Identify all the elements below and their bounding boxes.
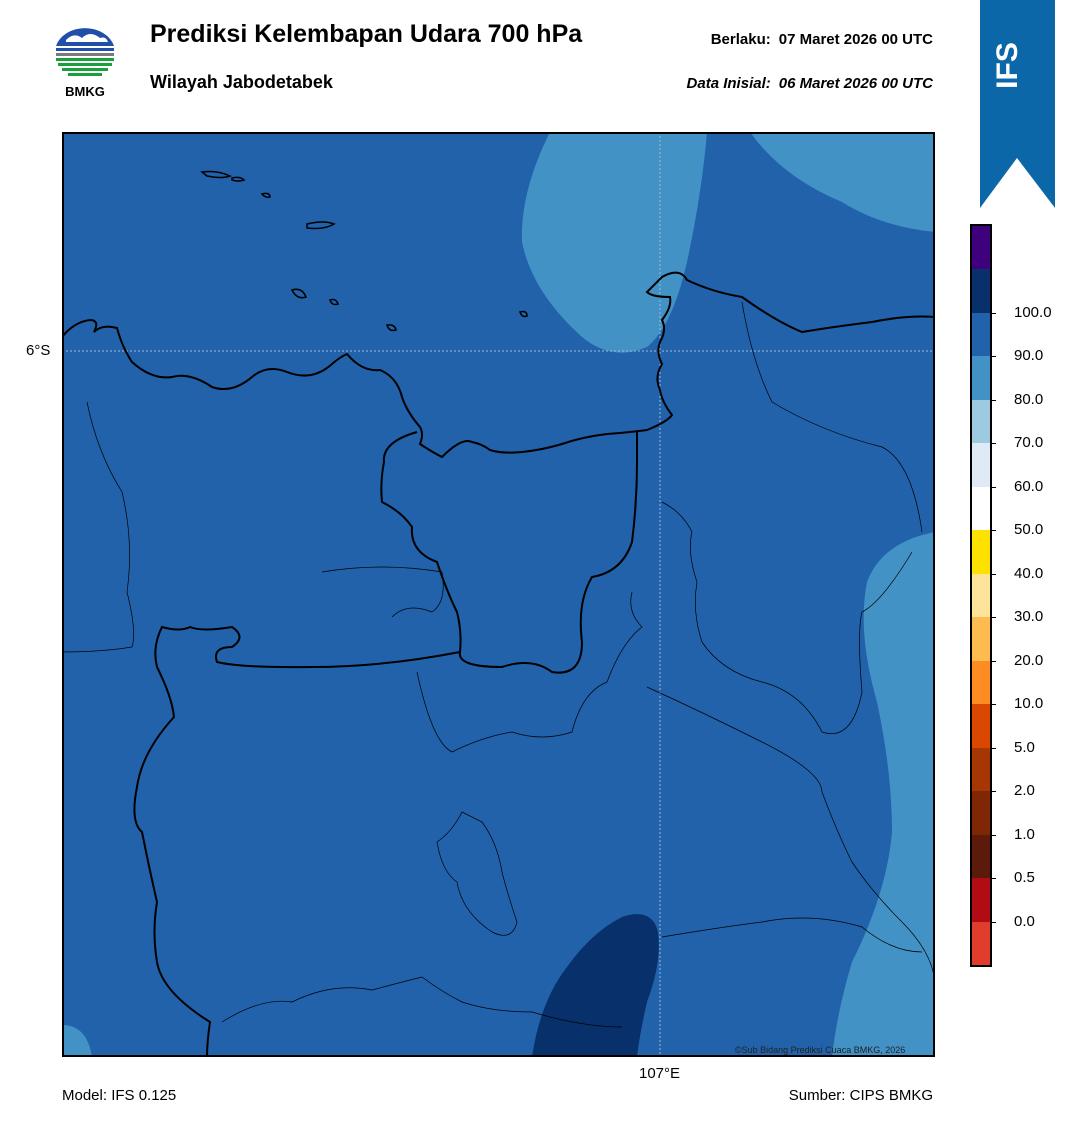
humidity-90-100-area [532,914,659,1057]
map-canvas [62,132,935,1057]
colorbar-tick-label: 60.0 [1014,477,1044,495]
colorbar-tick [990,834,996,836]
colorbar-tick-label: 80.0 [1014,390,1044,408]
colorbar-tick-label: 0.0 [1014,912,1035,930]
colorbar-segment [972,660,990,705]
valid-time-label: Berlaku: [710,31,771,48]
island [329,298,339,306]
ifs-ribbon: IFS [980,0,1055,210]
bmkg-logo-icon [56,28,114,76]
colorbar-segment [972,399,990,444]
colorbar-segment [972,312,990,357]
ribbon-shape [980,0,1055,208]
colorbar-tick [990,747,996,749]
coastline [62,271,935,459]
colorbar-segment [972,878,990,923]
model-info: Model: IFS 0.125 [62,1087,177,1104]
island [231,176,246,182]
colorbar-frame [970,224,992,967]
colorbar-segment [972,443,990,488]
colorbar-tick-label: 5.0 [1014,738,1035,756]
humidity-70-80-area-east [832,532,935,1057]
ribbon-label: IFS [991,42,1024,89]
colorbar-tick-label: 100.0 [1014,303,1052,321]
colorbar-tick-label: 20.0 [1014,651,1044,669]
colorbar-tick [990,921,996,923]
colorbar-segment [972,617,990,662]
colorbar-tick-label: 0.5 [1014,869,1035,887]
island [200,170,232,179]
regency-boundary [661,917,923,953]
province-boundary [133,625,461,1057]
source-info: Sumber: CIPS BMKG [788,1087,933,1104]
colorbar-segment [972,747,990,792]
colorbar-tick [990,312,996,314]
page-subtitle: Wilayah Jabodetabek [150,72,333,92]
regency-boundary [221,976,623,1028]
map-copyright: ©Sub Bidang Prediksi Cuaca BMKG, 2026 [735,1045,906,1055]
colorbar-tick [990,704,996,706]
logo-text: BMKG [65,84,105,99]
colorbar-tick [990,486,996,488]
colorbar-tick [990,791,996,793]
colorbar-tick-label: 1.0 [1014,825,1035,843]
init-time-label: Data Inisial: [686,75,771,92]
colorbar-tick [990,443,996,445]
colorbar-tick-label: 10.0 [1014,695,1044,713]
valid-time-value: 07 Maret 2026 00 UTC [778,31,933,48]
regency-boundary [661,501,913,734]
colorbar-segment [972,704,990,749]
colorbar-tick [990,617,996,619]
regency-boundary [62,401,134,653]
island [386,324,397,332]
humidity-70-80-area-southwest [62,1025,92,1057]
colorbar-tick [990,399,996,401]
humidity-map [62,132,935,1057]
humidity-80-90-area [62,132,935,1057]
colorbar-segment [972,530,990,575]
colorbar-segment [972,921,990,966]
init-time: Data Inisial: 06 Maret 2026 00 UTC [687,75,933,92]
colorbar-tick-label: 30.0 [1014,608,1044,626]
colorbar-segment [972,226,990,270]
colorbar-segment [972,486,990,531]
colorbar-tick-label: 50.0 [1014,521,1044,539]
regency-boundary [416,591,643,753]
longitude-label: 107°E [639,1065,681,1082]
province-boundary [380,431,638,674]
page-title: Prediksi Kelembapan Udara 700 hPa [150,20,583,48]
colorbar-tick-label: 90.0 [1014,347,1044,365]
regency-boundary [321,566,444,618]
colorbar-tick-label: 40.0 [1014,564,1044,582]
regency-boundary [646,686,935,983]
colorbar-tick-label: 2.0 [1014,782,1035,800]
map-frame [62,132,935,1057]
colorbar-tick [990,660,996,662]
colorbar-segment [972,356,990,401]
valid-time: Berlaku: 07 Maret 2026 00 UTC [711,31,933,48]
colorbar-tick [990,530,996,532]
island [290,288,307,299]
regency-boundary [436,811,518,936]
humidity-70-80-area-northeast [750,132,935,232]
bmkg-logo: BMKG [52,20,118,102]
colorbar-segment [972,269,990,314]
colorbar-tick [990,356,996,358]
colorbar [970,224,992,967]
colorbar-tick [990,878,996,880]
island [306,221,336,230]
latitude-label: 6°S [26,342,51,359]
colorbar-tick-label: 70.0 [1014,434,1044,452]
colorbar-segment [972,573,990,618]
colorbar-segment [972,791,990,836]
init-time-value: 06 Maret 2026 00 UTC [778,75,933,92]
island [260,192,271,198]
regency-boundary [741,301,923,533]
colorbar-segment [972,834,990,879]
island [519,310,528,318]
colorbar-tick [990,573,996,575]
